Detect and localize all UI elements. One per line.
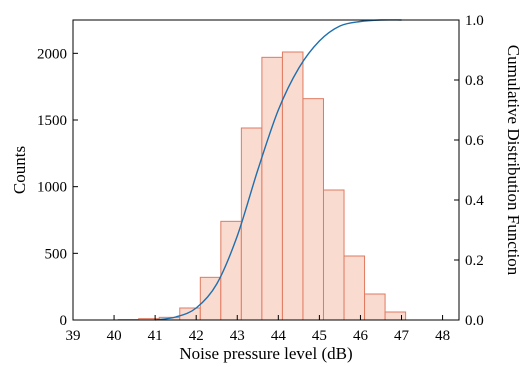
x-tick-label: 45 (312, 328, 327, 344)
y2-tick-label: 0.6 (465, 133, 484, 149)
y-tick-label: 1000 (37, 180, 67, 196)
x-tick-label: 39 (66, 328, 81, 344)
y-tick-label: 1500 (37, 113, 67, 129)
y2-tick-label: 0.0 (465, 313, 484, 329)
cdf-curve-layer (155, 19, 402, 321)
histogram-bar (302, 98, 324, 321)
x-tick-label: 43 (230, 328, 245, 344)
y-axis-title: Counts (10, 146, 29, 194)
y-tick-label: 0 (60, 313, 68, 329)
histogram-bar (179, 307, 201, 321)
histogram-bars (117, 51, 407, 321)
y2-tick-label: 0.2 (465, 253, 484, 269)
x-axis-title: Noise pressure level (dB) (179, 344, 352, 363)
y-tick-label: 500 (45, 246, 68, 262)
cdf-line (155, 19, 402, 321)
plot-frame (72, 19, 460, 321)
x-tick-label: 46 (353, 328, 369, 344)
y2-tick-label: 0.4 (465, 193, 484, 209)
y-tick-label: 2000 (37, 46, 67, 62)
x-tick-label: 48 (435, 328, 450, 344)
histogram-bar (343, 255, 366, 321)
histogram-bar (240, 127, 263, 321)
axis-ticks: 39 40 41 42 43 44 45 46 47 48 0 500 1000 1500 2000 0.0 0… (37, 13, 484, 344)
x-tick-label: 47 (394, 328, 410, 344)
histogram-bar (322, 189, 345, 321)
y2-axis-title: Cumulative Distribution Function (504, 45, 523, 276)
x-tick-label: 40 (107, 328, 122, 344)
histogram-bar (384, 311, 407, 321)
histogram-bar (199, 276, 222, 321)
x-tick-label: 44 (271, 328, 287, 344)
x-tick-label: 41 (148, 328, 163, 344)
histogram-bar (364, 293, 386, 321)
y2-tick-label: 1.0 (465, 13, 484, 29)
x-tick-label: 42 (189, 328, 204, 344)
histogram-bar (261, 56, 283, 321)
y2-tick-label: 0.8 (465, 73, 484, 89)
